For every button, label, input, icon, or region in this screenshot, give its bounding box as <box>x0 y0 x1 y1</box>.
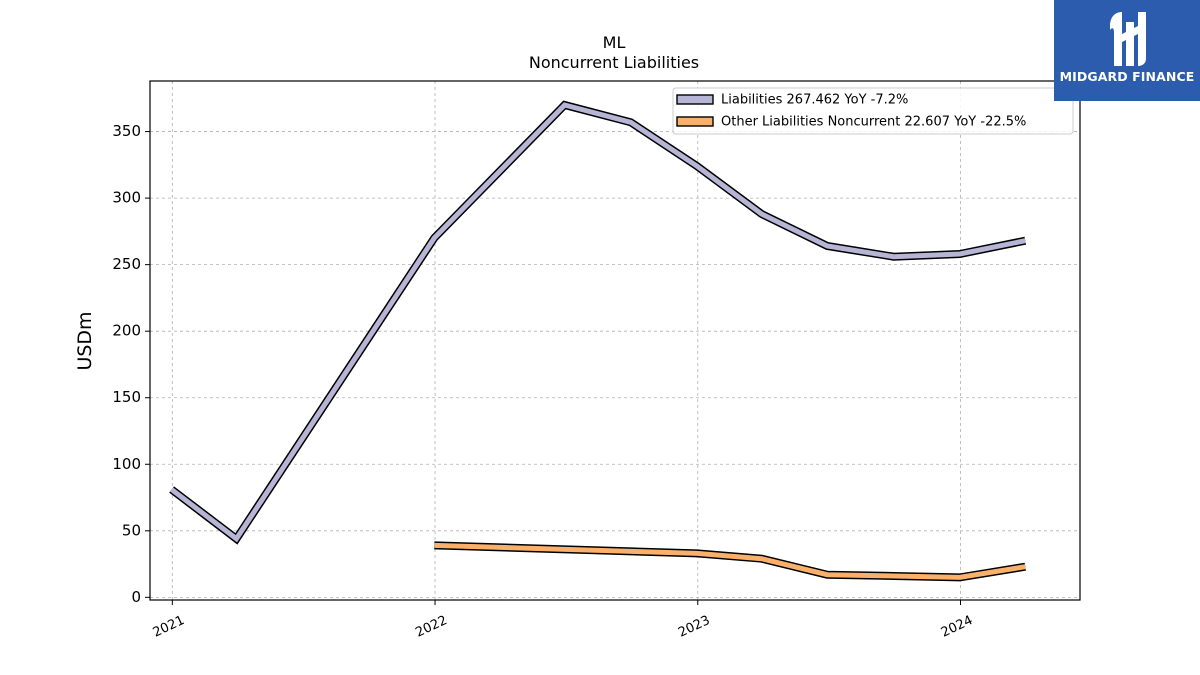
y-tick-label: 350 <box>112 122 141 140</box>
legend-swatch-other-liabilities <box>676 116 714 127</box>
y-tick-label: 50 <box>122 521 141 539</box>
series-line-1 <box>434 542 1026 580</box>
y-tick-label: 200 <box>112 322 141 340</box>
midgard-finance-logo: MIDGARD FINANCE <box>1054 0 1200 101</box>
legend-label-liabilities: Liabilities 267.462 YoY -7.2% <box>721 93 908 108</box>
legend: Liabilities 267.462 YoY -7.2% Other Liab… <box>672 87 1074 135</box>
y-axis-ticks: 0 50 100 150 200 250 300 350 <box>112 122 150 606</box>
x-axis-ticks: 2021 2022 2023 2024 <box>151 600 975 641</box>
y-tick-label: 0 <box>131 588 141 606</box>
y-tick-label: 150 <box>112 388 141 406</box>
legend-swatch-liabilities <box>676 94 714 105</box>
logo-text: MIDGARD FINANCE <box>1059 69 1195 84</box>
y-tick-label: 300 <box>112 189 141 207</box>
series-layer <box>169 100 1027 582</box>
chart-title: ML <box>603 33 626 52</box>
plot-frame <box>149 80 1081 601</box>
midgard-logo-icon <box>1110 12 1146 66</box>
y-tick-label: 250 <box>112 255 141 273</box>
legend-box <box>672 87 1074 135</box>
chart-subtitle: Noncurrent Liabilities <box>529 53 699 72</box>
x-tick-label: 2024 <box>939 613 975 641</box>
x-tick-label: 2022 <box>413 613 449 641</box>
series-line-0 <box>170 102 1026 543</box>
x-tick-label: 2021 <box>151 613 187 641</box>
legend-label-other-liabilities: Other Liabilities Noncurrent 22.607 YoY … <box>721 115 1026 130</box>
series-line-outline-0 <box>169 100 1027 545</box>
y-tick-label: 100 <box>112 455 141 473</box>
grid-layer <box>150 81 1080 600</box>
x-tick-label: 2023 <box>676 613 712 641</box>
y-axis-label: USDm <box>74 311 96 370</box>
